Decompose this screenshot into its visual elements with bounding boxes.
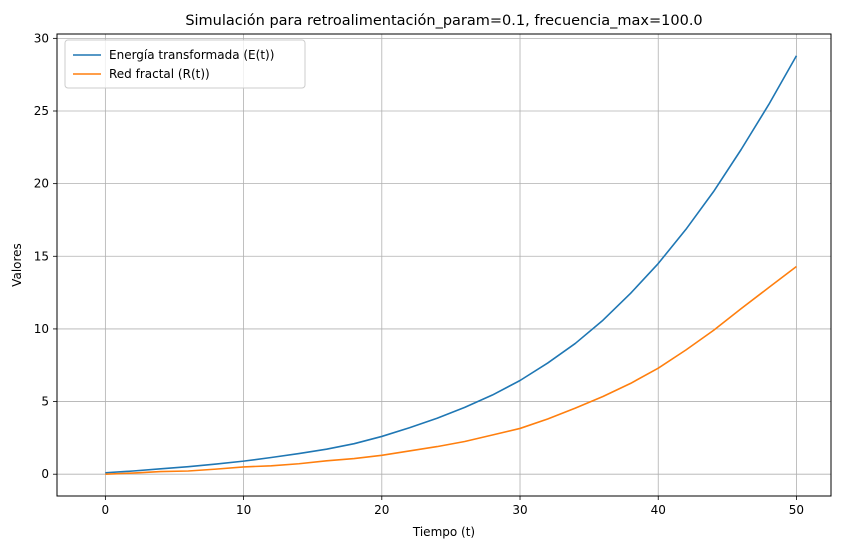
legend: Energía transformada (E(t)) Red fractal (… — [64, 39, 306, 89]
y-tick-label: 25 — [34, 104, 49, 118]
y-tick-label: 20 — [34, 177, 49, 191]
series-layer — [105, 55, 798, 476]
x-tick-label: 50 — [789, 503, 804, 517]
y-tick-label: 30 — [34, 31, 49, 45]
axis-ticks: 0 10 20 30 40 50 0 5 10 15 20 25 30 — [34, 31, 804, 517]
x-tick-label: 30 — [512, 503, 527, 517]
series-line-2 — [105, 265, 797, 476]
y-tick-label: 15 — [34, 249, 49, 263]
y-tick-label: 10 — [34, 322, 49, 336]
legend-label-2: Red fractal (R(t)) — [109, 67, 210, 81]
legend-label-1: Energía transformada (E(t)) — [109, 48, 274, 62]
series-line-1 — [105, 55, 798, 474]
x-axis-label: Tiempo (t) — [412, 525, 475, 539]
y-axis-label: Valores — [10, 243, 24, 287]
grid-lines — [57, 34, 831, 496]
legend-box — [64, 39, 306, 89]
y-tick-label: 5 — [41, 395, 49, 409]
x-tick-label: 10 — [236, 503, 251, 517]
x-tick-label: 40 — [651, 503, 666, 517]
y-tick-label: 0 — [41, 467, 49, 481]
x-tick-label: 20 — [374, 503, 389, 517]
chart-title: Simulación para retroalimentación_param=… — [185, 13, 702, 29]
x-tick-label: 0 — [102, 503, 110, 517]
plot-frame — [56, 33, 832, 497]
